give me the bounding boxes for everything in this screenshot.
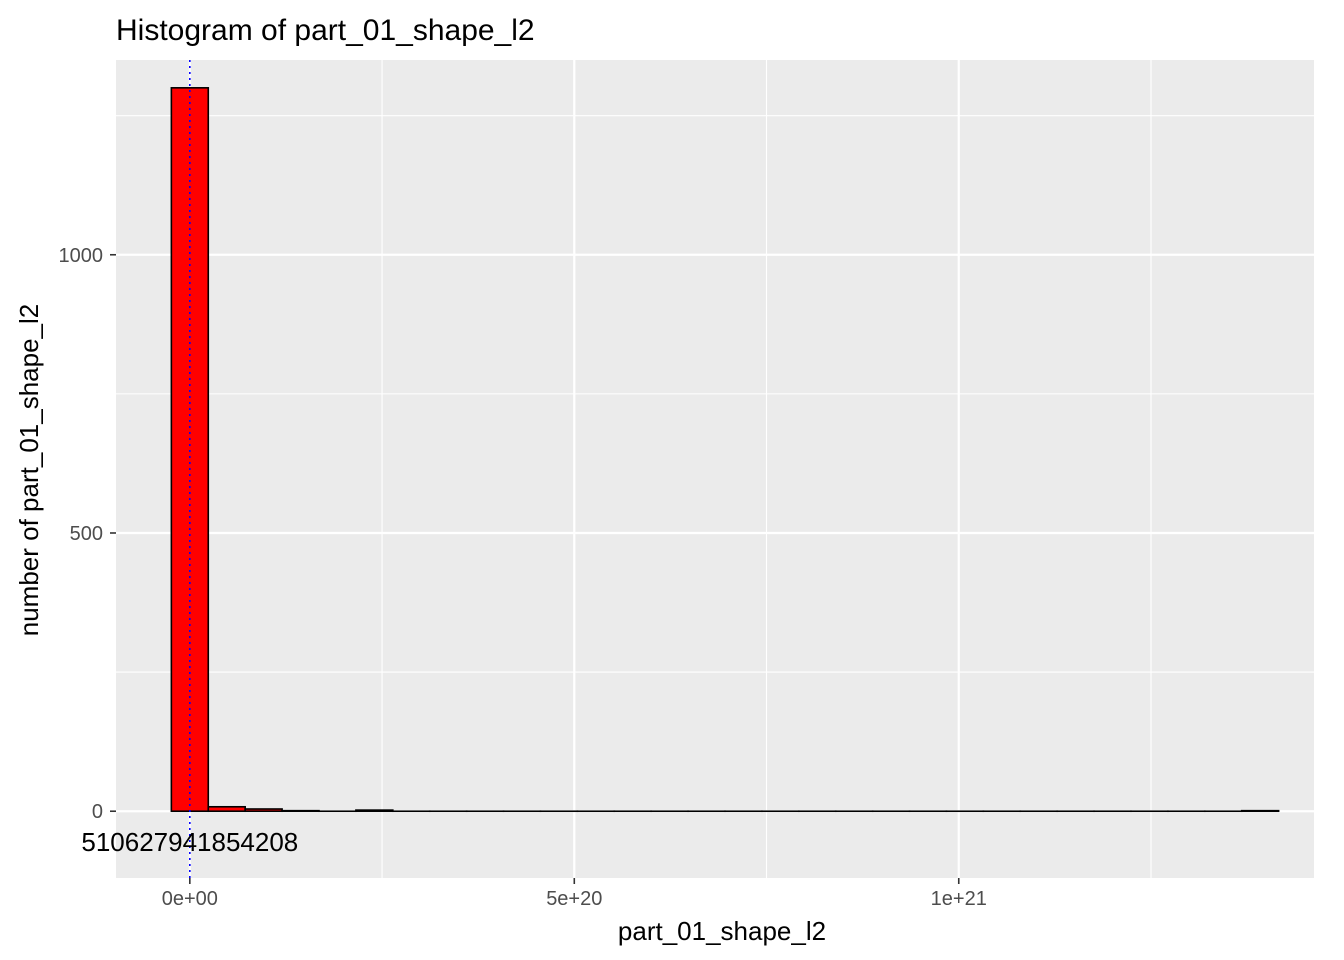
minor-gridlines [116, 60, 1314, 878]
chart-title: Histogram of part_01_shape_l2 [116, 14, 535, 47]
histogram-bar [1240, 809, 1280, 813]
annotation-label: 510627941854208 [81, 827, 298, 857]
y-tick-label: 500 [70, 523, 103, 545]
histogram-bar [244, 808, 283, 813]
y-axis-ticks: 0 500 1000 [59, 245, 116, 823]
x-axis-title: part_01_shape_l2 [618, 916, 826, 946]
histogram-bar [207, 805, 246, 813]
x-tick-label: 0e+00 [162, 888, 218, 910]
x-axis-ticks: 0e+00 5e+20 1e+21 [162, 878, 987, 910]
x-tick-label: 1e+21 [931, 888, 987, 910]
y-tick-label: 0 [92, 801, 103, 823]
y-tick-label: 1000 [59, 245, 104, 267]
histogram-bar [281, 809, 320, 813]
annotation-group: 510627941854208 [81, 827, 298, 857]
histogram-bar [355, 809, 394, 813]
y-axis-title: number of part_01_shape_l2 [14, 304, 44, 636]
x-tick-label: 5e+20 [546, 888, 602, 910]
plot-panel [116, 60, 1314, 878]
